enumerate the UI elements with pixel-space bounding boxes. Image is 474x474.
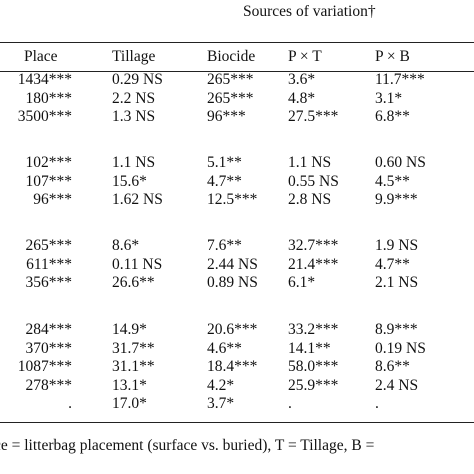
table-cell: 14.1** [288, 339, 331, 357]
table-cell: 3.7* [207, 395, 235, 412]
table-cell: 21.4*** [288, 255, 339, 273]
table-cell: 33.2*** [288, 321, 339, 338]
table-cell: 265*** [207, 71, 254, 88]
table-cell: 4.2* [207, 376, 235, 394]
table-cell: 2.44 NS [207, 255, 258, 273]
footnote: ce = litterbag placement (surface vs. bu… [0, 437, 375, 454]
table-cell: . [68, 395, 72, 412]
table-cell: 5.1** [207, 154, 242, 171]
column-header: Biocide [207, 48, 256, 65]
table-cell: 11.7*** [375, 71, 425, 88]
table-cell: 8.9*** [375, 321, 418, 338]
table-cell: 96*** [33, 191, 72, 208]
table-cell: 356*** [25, 274, 73, 291]
table-cell: 278*** [25, 376, 73, 394]
table-cell: 96*** [207, 108, 246, 125]
table-cell: 1.62 NS [112, 191, 163, 208]
table-cell: 6.8** [375, 108, 410, 125]
column-header: Tillage [112, 48, 156, 65]
table-cell: 31.7** [112, 339, 155, 357]
table-cell: 0.60 NS [375, 154, 426, 171]
table-cell: 2.1 NS [375, 274, 419, 291]
table-cell: 1.9 NS [375, 237, 419, 254]
table-cell: 20.6*** [207, 321, 258, 338]
table-cell: 0.11 NS [112, 255, 163, 273]
table-cell: 107*** [25, 172, 73, 190]
spanner-title: Sources of variation† [243, 3, 376, 20]
table-cell: 8.6** [375, 358, 410, 375]
table-cell: 102*** [25, 154, 73, 171]
table-cell: 6.1* [288, 274, 316, 291]
table-cell: 1.1 NS [288, 154, 332, 171]
table-cell: 265*** [25, 237, 73, 254]
column-header: Place [24, 48, 58, 65]
bottom-rule [0, 422, 474, 423]
table-cell: 4.8* [288, 89, 316, 107]
table-cell: 25.9*** [288, 376, 339, 394]
table-cell: 4.5** [375, 172, 410, 190]
top-rule [0, 42, 474, 43]
table-cell: 13.1* [112, 376, 147, 394]
table-cell: 265*** [207, 89, 254, 107]
table-cell: 3.6* [288, 71, 316, 88]
table-cell: 7.6** [207, 237, 242, 254]
table-cell: 1.1 NS [112, 154, 156, 171]
table-cell: 2.2 NS [112, 89, 156, 107]
column-header: P × B [375, 48, 410, 65]
table-cell: 4.6** [207, 339, 242, 357]
table-cell: 12.5*** [207, 191, 258, 208]
table-cell: 4.7** [375, 255, 410, 273]
table-cell: 0.29 NS [112, 71, 163, 88]
table-cell: 4.7** [207, 172, 242, 190]
table-cell: 3500*** [17, 108, 72, 125]
table-cell: 17.0* [112, 395, 147, 412]
table-cell: 26.6** [112, 274, 155, 291]
table-cell: 18.4*** [207, 358, 258, 375]
table-cell: 15.6* [112, 172, 147, 190]
header-rule [0, 71, 474, 72]
table-cell: 0.89 NS [207, 274, 258, 291]
table-cell: 9.9*** [375, 191, 418, 208]
table-cell: 284*** [25, 321, 73, 338]
table-cell: 1087*** [17, 358, 72, 375]
table-cell: 32.7*** [288, 237, 339, 254]
table-cell: 14.9* [112, 321, 147, 338]
table-cell: 0.19 NS [375, 339, 426, 357]
table-cell: 2.8 NS [288, 191, 332, 208]
table-cell: 370*** [25, 339, 73, 357]
table-cell: 8.6* [112, 237, 140, 254]
table-cell: . [375, 395, 379, 412]
table-cell: 1.3 NS [112, 108, 156, 125]
table-cell: 1434*** [17, 71, 72, 88]
table-cell: 58.0*** [288, 358, 339, 375]
table-cell: 31.1** [112, 358, 155, 375]
table-cell: 611*** [26, 255, 72, 273]
table-cell: 180*** [25, 89, 73, 107]
table-cell: 27.5*** [288, 108, 339, 125]
column-header: P × T [288, 48, 322, 65]
table-cell: 0.55 NS [288, 172, 339, 190]
table-cell: 2.4 NS [375, 376, 419, 394]
table-cell: . [288, 395, 292, 412]
table-cell: 3.1* [375, 89, 403, 107]
